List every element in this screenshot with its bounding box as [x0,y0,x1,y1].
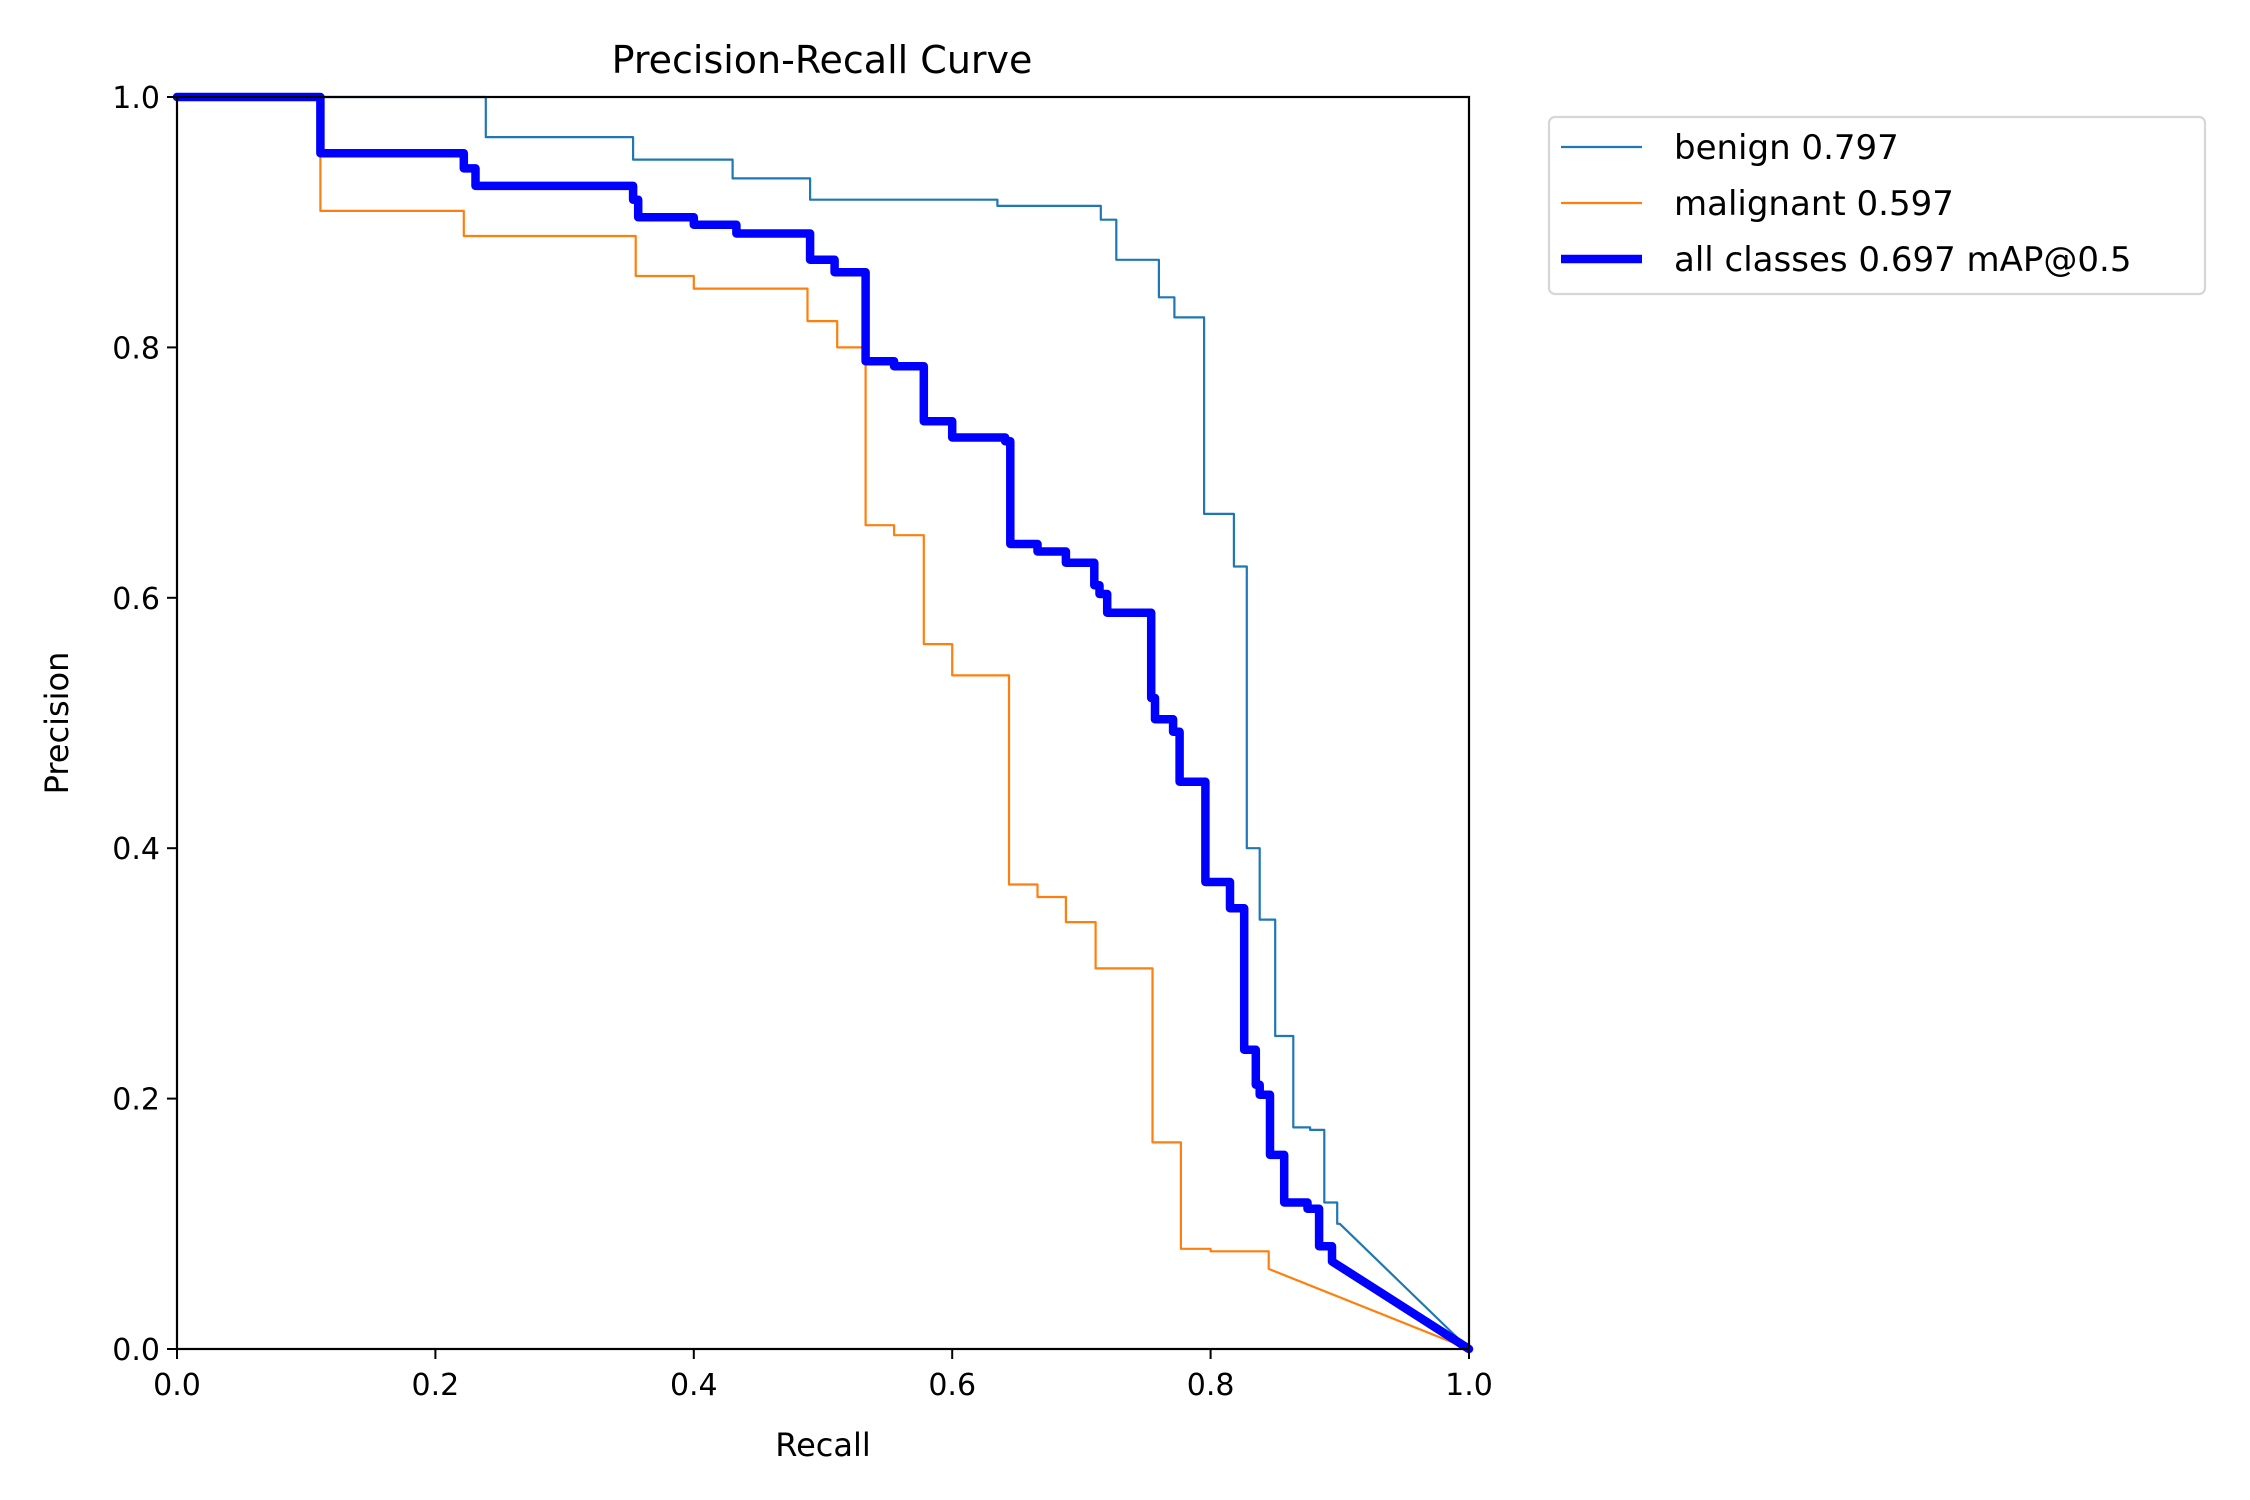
series-line-0 [175,95,1471,1351]
legend: benign 0.797 malignant 0.597 all classes 0… [1547,115,2207,296]
legend-box [1547,115,2207,296]
series-line-1 [175,95,1471,1351]
x-axis-label: Recall [775,1426,870,1464]
x-axis: 0.0 0.2 0.4 0.6 0.8 1.0 [153,1349,1493,1403]
y-tick-label: 0.4 [112,832,160,867]
y-tick-label: 0.0 [112,1333,160,1368]
y-tick-label: 0.2 [112,1083,160,1118]
y-axis-label: Precision [38,652,76,795]
legend-label-2: all classes 0.697 mAP@0.5 [1674,240,2131,280]
axes-frame [175,95,1471,1351]
x-tick-label: 0.6 [928,1368,976,1403]
x-tick-label: 1.0 [1445,1368,1493,1403]
legend-label-1: malignant 0.597 [1674,184,1954,224]
series-layer [172,92,1474,1354]
plot-area [172,92,1474,1354]
y-axis: 0.0 0.2 0.4 0.6 0.8 1.0 [112,81,177,1368]
x-tick-label: 0.0 [153,1368,201,1403]
x-tick-label: 0.2 [412,1368,460,1403]
chart-title: Precision-Recall Curve [612,38,1033,82]
y-tick-label: 1.0 [112,81,160,116]
legend-label-0: benign 0.797 [1674,128,1899,168]
y-tick-label: 0.8 [112,331,160,366]
series-line-2 [172,92,1474,1354]
x-tick-label: 0.8 [1187,1368,1235,1403]
x-tick-label: 0.4 [670,1368,718,1403]
y-tick-label: 0.6 [112,582,160,617]
axes-background [177,97,1469,1349]
